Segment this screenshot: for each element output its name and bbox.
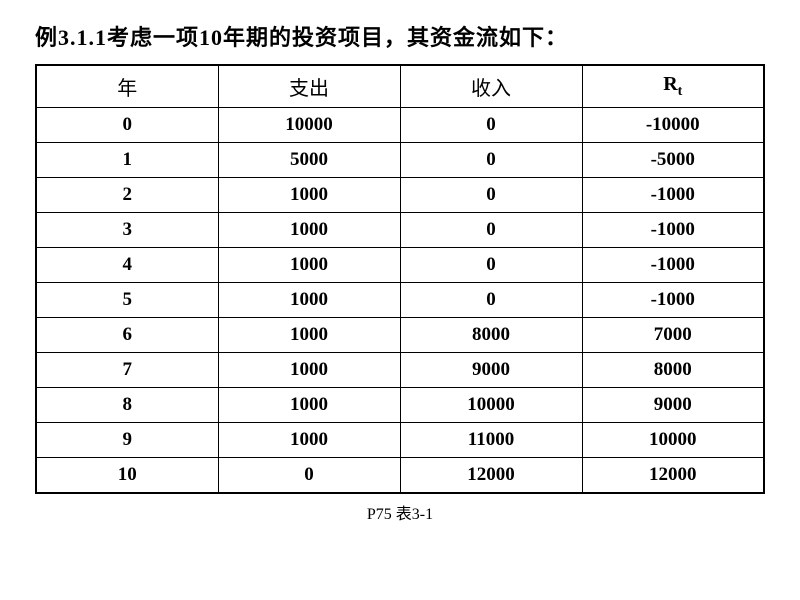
cell-rt: -10000 [582,108,764,143]
cell-year: 2 [36,178,218,213]
table-row: 6 1000 8000 7000 [36,318,764,353]
cell-rt: -5000 [582,143,764,178]
col-year-header: 年 [36,65,218,108]
table-row: 1 5000 0 -5000 [36,143,764,178]
table-row: 8 1000 10000 9000 [36,388,764,423]
cell-expense: 1000 [218,248,400,283]
cell-income: 9000 [400,353,582,388]
cell-expense: 1000 [218,423,400,458]
table-body: 0 10000 0 -10000 1 5000 0 -5000 2 1000 0… [36,108,764,494]
cell-rt: 10000 [582,423,764,458]
table-caption: P75 表3-1 [35,500,765,524]
cell-expense: 1000 [218,283,400,318]
cell-rt: 8000 [582,353,764,388]
table-row: 2 1000 0 -1000 [36,178,764,213]
col-expense-header: 支出 [218,65,400,108]
cell-rt: 7000 [582,318,764,353]
table-row: 9 1000 11000 10000 [36,423,764,458]
table-header-row: 年 支出 收入 Rt [36,65,764,108]
table-row: 5 1000 0 -1000 [36,283,764,318]
cell-income: 11000 [400,423,582,458]
cell-income: 0 [400,143,582,178]
cell-income: 0 [400,213,582,248]
col-rt-header: Rt [582,65,764,108]
table-row: 10 0 12000 12000 [36,458,764,494]
cell-year: 10 [36,458,218,494]
cell-year: 4 [36,248,218,283]
cell-year: 8 [36,388,218,423]
cell-expense: 1000 [218,353,400,388]
cell-rt: -1000 [582,248,764,283]
cell-expense: 0 [218,458,400,494]
cell-year: 1 [36,143,218,178]
cell-rt: 9000 [582,388,764,423]
cell-year: 7 [36,353,218,388]
cell-income: 0 [400,108,582,143]
cell-year: 5 [36,283,218,318]
page-title: 例3.1.1考虑一项10年期的投资项目，其资金流如下： [35,20,765,52]
cell-expense: 1000 [218,388,400,423]
cell-rt: -1000 [582,213,764,248]
cell-income: 0 [400,178,582,213]
cell-year: 6 [36,318,218,353]
cell-income: 10000 [400,388,582,423]
cell-income: 8000 [400,318,582,353]
table-row: 4 1000 0 -1000 [36,248,764,283]
cell-expense: 1000 [218,318,400,353]
cell-rt: -1000 [582,283,764,318]
cell-income: 0 [400,248,582,283]
cell-year: 0 [36,108,218,143]
cell-rt: 12000 [582,458,764,494]
cell-expense: 10000 [218,108,400,143]
cell-year: 9 [36,423,218,458]
cell-expense: 1000 [218,213,400,248]
cell-income: 12000 [400,458,582,494]
table-row: 7 1000 9000 8000 [36,353,764,388]
cashflow-table: 年 支出 收入 Rt 0 10000 0 -10000 1 5000 0 -50… [35,64,765,494]
cell-year: 3 [36,213,218,248]
table-row: 0 10000 0 -10000 [36,108,764,143]
cell-rt: -1000 [582,178,764,213]
cell-expense: 1000 [218,178,400,213]
table-row: 3 1000 0 -1000 [36,213,764,248]
cell-expense: 5000 [218,143,400,178]
cell-income: 0 [400,283,582,318]
col-income-header: 收入 [400,65,582,108]
